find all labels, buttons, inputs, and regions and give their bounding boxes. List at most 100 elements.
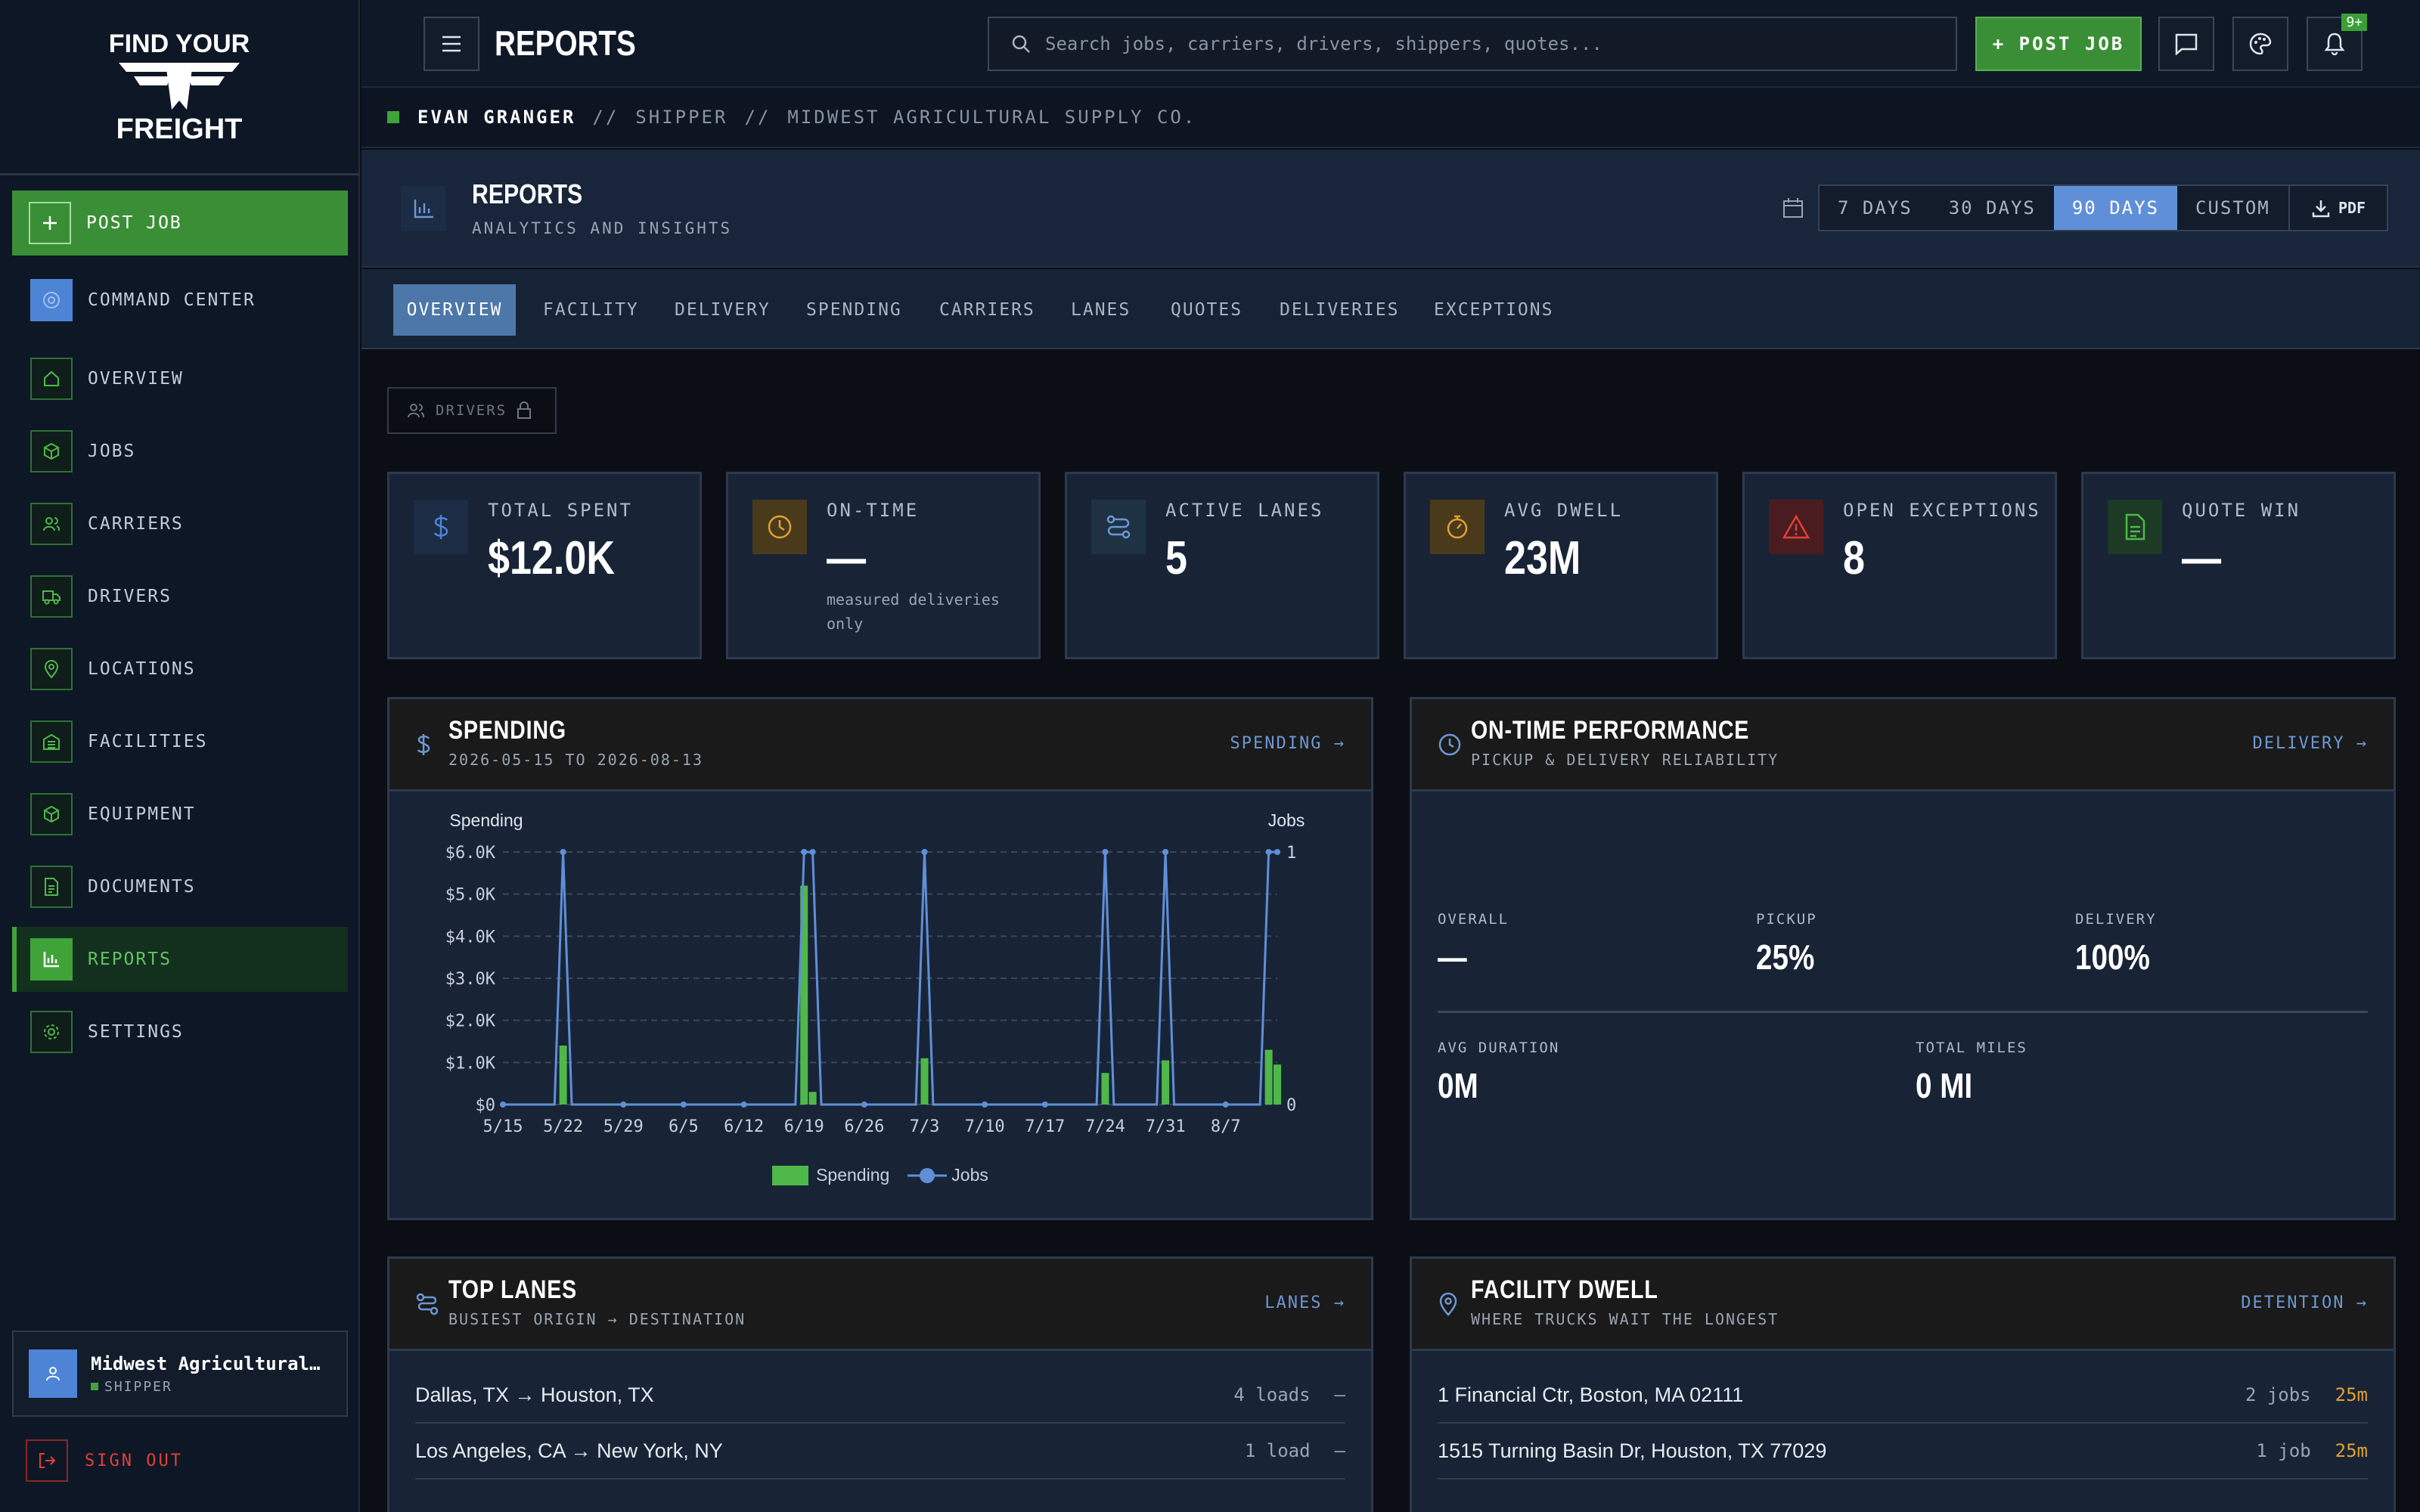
kpi-value-text: 23M bbox=[1504, 532, 1581, 584]
lane-count: 4 loads bbox=[1233, 1384, 1311, 1405]
range-7-days[interactable]: 7 DAYS bbox=[1838, 197, 1913, 218]
tab-carriers[interactable]: CARRIERS bbox=[939, 300, 1035, 320]
sidebar-item-carriers[interactable]: CARRIERS bbox=[12, 491, 348, 556]
spending-bar bbox=[1162, 1060, 1170, 1105]
sidebar-item-drivers[interactable]: DRIVERS bbox=[12, 564, 348, 629]
lanes-link[interactable]: LANES → bbox=[1264, 1294, 1345, 1312]
y-tick-label: $4.0K bbox=[445, 928, 496, 947]
sidebar-item-command-center[interactable]: COMMAND CENTER bbox=[12, 268, 348, 333]
kpi-open-exceptions[interactable]: OPEN EXCEPTIONS 8 bbox=[1742, 472, 2057, 659]
panel-title: FACILITY DWELL bbox=[1471, 1275, 1694, 1305]
stat-delivery: DELIVERY 100% bbox=[2075, 911, 2164, 978]
palette-icon bbox=[2249, 33, 2272, 55]
breadcrumb-user: EVAN GRANGER bbox=[417, 107, 576, 128]
sidebar-post-job-button[interactable]: POST JOB bbox=[12, 191, 348, 256]
sidebar-item-label: SETTINGS bbox=[88, 1022, 184, 1042]
panel-title: TOP LANES bbox=[448, 1275, 601, 1305]
kpi-value: 23M bbox=[1504, 531, 1596, 585]
sidebar-item-documents[interactable]: DOCUMENTS bbox=[12, 854, 348, 919]
status-dot bbox=[91, 1383, 98, 1390]
x-tick-label: 6/26 bbox=[844, 1117, 884, 1136]
facility-row[interactable]: 1 Financial Ctr, Boston, MA 02111 2 jobs… bbox=[1438, 1368, 2368, 1424]
kpi-label: QUOTE WIN bbox=[2182, 500, 2301, 521]
lane-value: — bbox=[1334, 1384, 1345, 1405]
x-tick-label: 5/29 bbox=[603, 1117, 644, 1136]
chart-legend: Spending Jobs bbox=[389, 1165, 1371, 1185]
notifications-button[interactable]: 9+ bbox=[2307, 14, 2367, 71]
kpi-avg-dwell[interactable]: AVG DWELL 23M bbox=[1404, 472, 1718, 659]
kpi-value: 8 bbox=[1843, 531, 1869, 585]
drivers-locked-chip[interactable]: DRIVERS bbox=[387, 387, 557, 434]
sidebar-item-overview[interactable]: OVERVIEW bbox=[12, 346, 348, 411]
lane-row[interactable]: Los Angeles, CA → New York, NY 1 load — bbox=[415, 1424, 1345, 1479]
on-time-panel-header: ON-TIME PERFORMANCE PICKUP & DELIVERY RE… bbox=[1412, 699, 2394, 792]
account-card[interactable]: Midwest Agricultural… SHIPPER bbox=[12, 1331, 348, 1417]
theme-button[interactable] bbox=[2232, 17, 2288, 71]
panel-title: ON-TIME PERFORMANCE bbox=[1471, 716, 1802, 745]
brand-logo[interactable]: FIND YOUR FREIGHT bbox=[0, 0, 358, 175]
sidebar-item-jobs[interactable]: JOBS bbox=[12, 419, 348, 484]
kpi-quote-win[interactable]: QUOTE WIN — bbox=[2081, 472, 2396, 659]
kpi-on-time[interactable]: ON-TIME — measured deliveries only bbox=[726, 472, 1041, 659]
sidebar-item-facilities[interactable]: FACILITIES bbox=[12, 709, 348, 774]
kpi-value-text: $12.0K bbox=[488, 532, 615, 584]
range-custom[interactable]: CUSTOM bbox=[2195, 197, 2270, 218]
tab-lanes[interactable]: LANES bbox=[1071, 300, 1131, 320]
box-icon bbox=[30, 793, 73, 835]
jobs-point bbox=[620, 1101, 627, 1108]
bar-chart-icon bbox=[401, 186, 446, 231]
bell-icon bbox=[2324, 33, 2345, 56]
pdf-download-button[interactable]: PDF bbox=[2288, 184, 2388, 231]
delivery-link[interactable]: DELIVERY → bbox=[2252, 734, 2368, 753]
stat-value: 0M bbox=[1438, 1065, 1559, 1106]
tab-delivery[interactable]: DELIVERY bbox=[675, 300, 771, 320]
sidebar-item-locations[interactable]: LOCATIONS bbox=[12, 637, 348, 702]
jobs-point bbox=[500, 1101, 506, 1108]
kpi-total-spent[interactable]: TOTAL SPENT $12.0K bbox=[387, 472, 702, 659]
chat-icon bbox=[2175, 33, 2198, 55]
sign-out-button[interactable]: SIGN OUT bbox=[26, 1439, 183, 1482]
range-90-days[interactable]: 90 DAYS bbox=[2053, 186, 2178, 230]
lane-count: 1 load bbox=[1244, 1440, 1311, 1461]
tab-deliveries[interactable]: DELIVERIES bbox=[1280, 300, 1400, 320]
tab-quotes[interactable]: QUOTES bbox=[1171, 300, 1243, 320]
sidebar-item-label: EQUIPMENT bbox=[88, 804, 196, 824]
spending-bar bbox=[1101, 1073, 1109, 1105]
map-pin-icon bbox=[30, 648, 73, 690]
tab-facility[interactable]: FACILITY bbox=[543, 300, 639, 320]
dollar-icon bbox=[415, 733, 432, 757]
facility-row[interactable]: 1515 Turning Basin Dr, Houston, TX 77029… bbox=[1438, 1424, 2368, 1479]
spending-bar bbox=[808, 1092, 817, 1105]
spending-link[interactable]: SPENDING → bbox=[1230, 734, 1345, 753]
stat-label: OVERALL bbox=[1438, 911, 1509, 928]
kpi-value: — bbox=[827, 531, 873, 585]
x-tick-label: 7/17 bbox=[1025, 1117, 1065, 1136]
facility-address: 1 Financial Ctr, Boston, MA 02111 bbox=[1438, 1383, 1744, 1406]
lane-name: Dallas, TX → Houston, TX bbox=[415, 1383, 654, 1406]
route-icon bbox=[1091, 500, 1146, 554]
search-input[interactable]: Search jobs, carriers, drivers, shippers… bbox=[988, 17, 1957, 71]
menu-button[interactable] bbox=[424, 17, 479, 71]
sidebar-item-equipment[interactable]: EQUIPMENT bbox=[12, 782, 348, 847]
warning-icon bbox=[1769, 500, 1823, 554]
tab-overview[interactable]: OVERVIEW bbox=[393, 284, 516, 336]
x-tick-label: 5/22 bbox=[543, 1117, 583, 1136]
reports-title: REPORTS bbox=[472, 178, 603, 210]
kpi-subtext: measured deliveries only bbox=[827, 590, 1000, 633]
post-job-button[interactable]: + POST JOB bbox=[1975, 17, 2142, 71]
detention-link[interactable]: DETENTION → bbox=[2241, 1294, 2368, 1312]
tab-exceptions[interactable]: EXCEPTIONS bbox=[1434, 300, 1554, 320]
range-30-days[interactable]: 30 DAYS bbox=[1948, 197, 2036, 218]
y-right-tick-label: 0 bbox=[1286, 1096, 1296, 1115]
sidebar-item-settings[interactable]: SETTINGS bbox=[12, 999, 348, 1064]
jobs-point bbox=[809, 849, 816, 855]
on-time-panel: ON-TIME PERFORMANCE PICKUP & DELIVERY RE… bbox=[1410, 697, 2396, 1220]
lane-row[interactable]: Dallas, TX → Houston, TX 4 loads — bbox=[415, 1368, 1345, 1424]
reports-header: REPORTS ANALYTICS AND INSIGHTS 7 DAYS 30… bbox=[361, 150, 2420, 268]
y-tick-label: $5.0K bbox=[445, 886, 496, 905]
tab-spending[interactable]: SPENDING bbox=[806, 300, 902, 320]
stopwatch-icon bbox=[1430, 500, 1485, 554]
sidebar-item-reports[interactable]: REPORTS bbox=[12, 927, 348, 992]
kpi-active-lanes[interactable]: ACTIVE LANES 5 bbox=[1065, 472, 1379, 659]
messages-button[interactable] bbox=[2158, 17, 2214, 71]
